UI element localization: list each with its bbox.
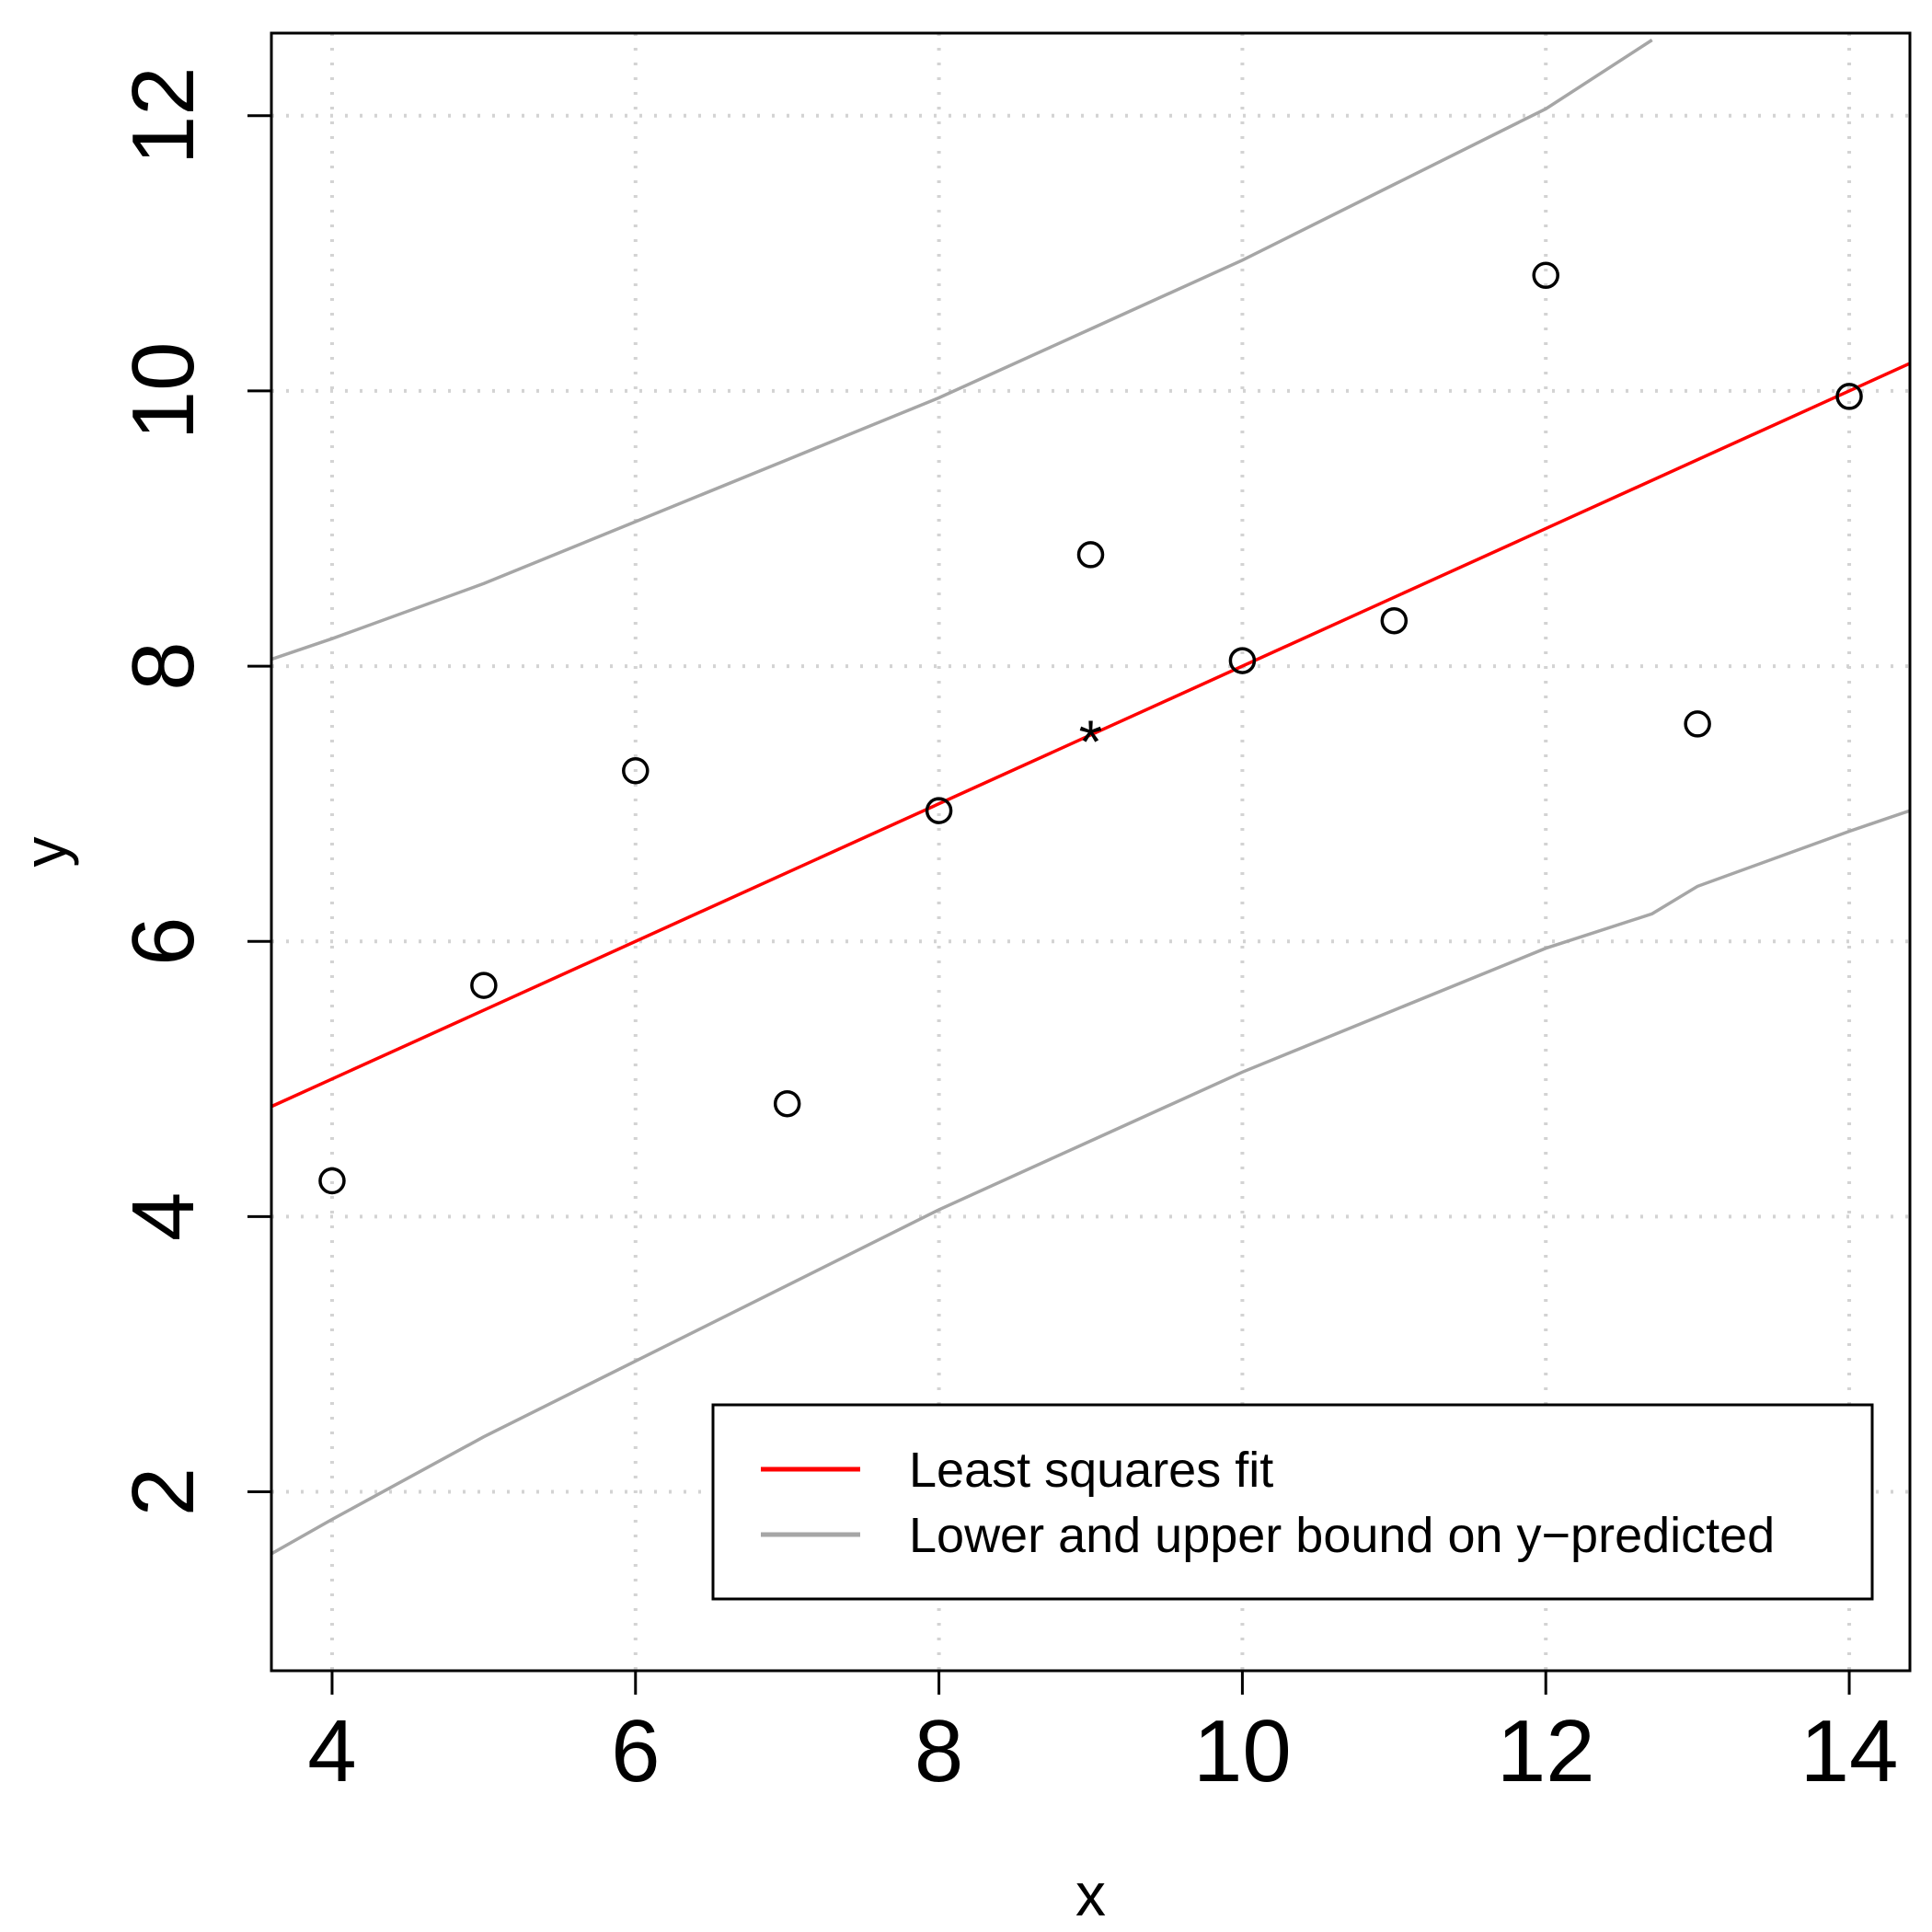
data-point [1835,383,1863,410]
data-point [1228,647,1257,674]
y-tick-label: 10 [114,342,213,441]
y-axis: 2 4 6 8 10 12 [114,66,271,1516]
y-axis-title: y [11,837,79,868]
y-tick-label: 4 [114,1192,213,1241]
data-point [1380,606,1409,635]
least-squares-fit [271,362,1910,1109]
y-tick-label: 2 [114,1467,213,1516]
x-tick-label: 10 [1193,1702,1292,1800]
x-tick-label: 6 [611,1702,660,1800]
data-point [622,756,650,785]
data-point [318,1167,346,1195]
x-tick-label: 8 [914,1702,963,1800]
data-point [470,972,498,999]
prediction-bounds [271,39,1910,1556]
y-tick-label: 6 [114,917,213,966]
fit-line [271,362,1910,1109]
mean-point-marker: * [1079,707,1103,776]
data-points: * [318,261,1863,1195]
x-tick-label: 4 [307,1702,356,1800]
upper-bound-line [271,39,1653,661]
x-axis: 4 6 8 10 12 14 [307,1671,1898,1800]
x-tick-label: 12 [1497,1702,1595,1800]
y-tick-label: 12 [114,66,213,165]
data-point [925,797,953,824]
legend-bounds-label: Lower and upper bound on y−predicted [909,1508,1775,1563]
lower-bound-line [271,809,1910,1556]
data-point [1684,710,1711,738]
data-point [1076,541,1105,569]
data-point [1532,261,1559,290]
legend-box [711,1403,1874,1601]
x-tick-label: 14 [1800,1702,1899,1800]
y-tick-label: 8 [114,641,213,690]
x-axis-title: x [1075,1860,1106,1928]
data-point [773,1089,801,1118]
legend: Least squares fit Lower and upper bound … [711,1403,1874,1601]
legend-fit-label: Least squares fit [909,1443,1273,1498]
plot-frame [270,31,1912,1673]
